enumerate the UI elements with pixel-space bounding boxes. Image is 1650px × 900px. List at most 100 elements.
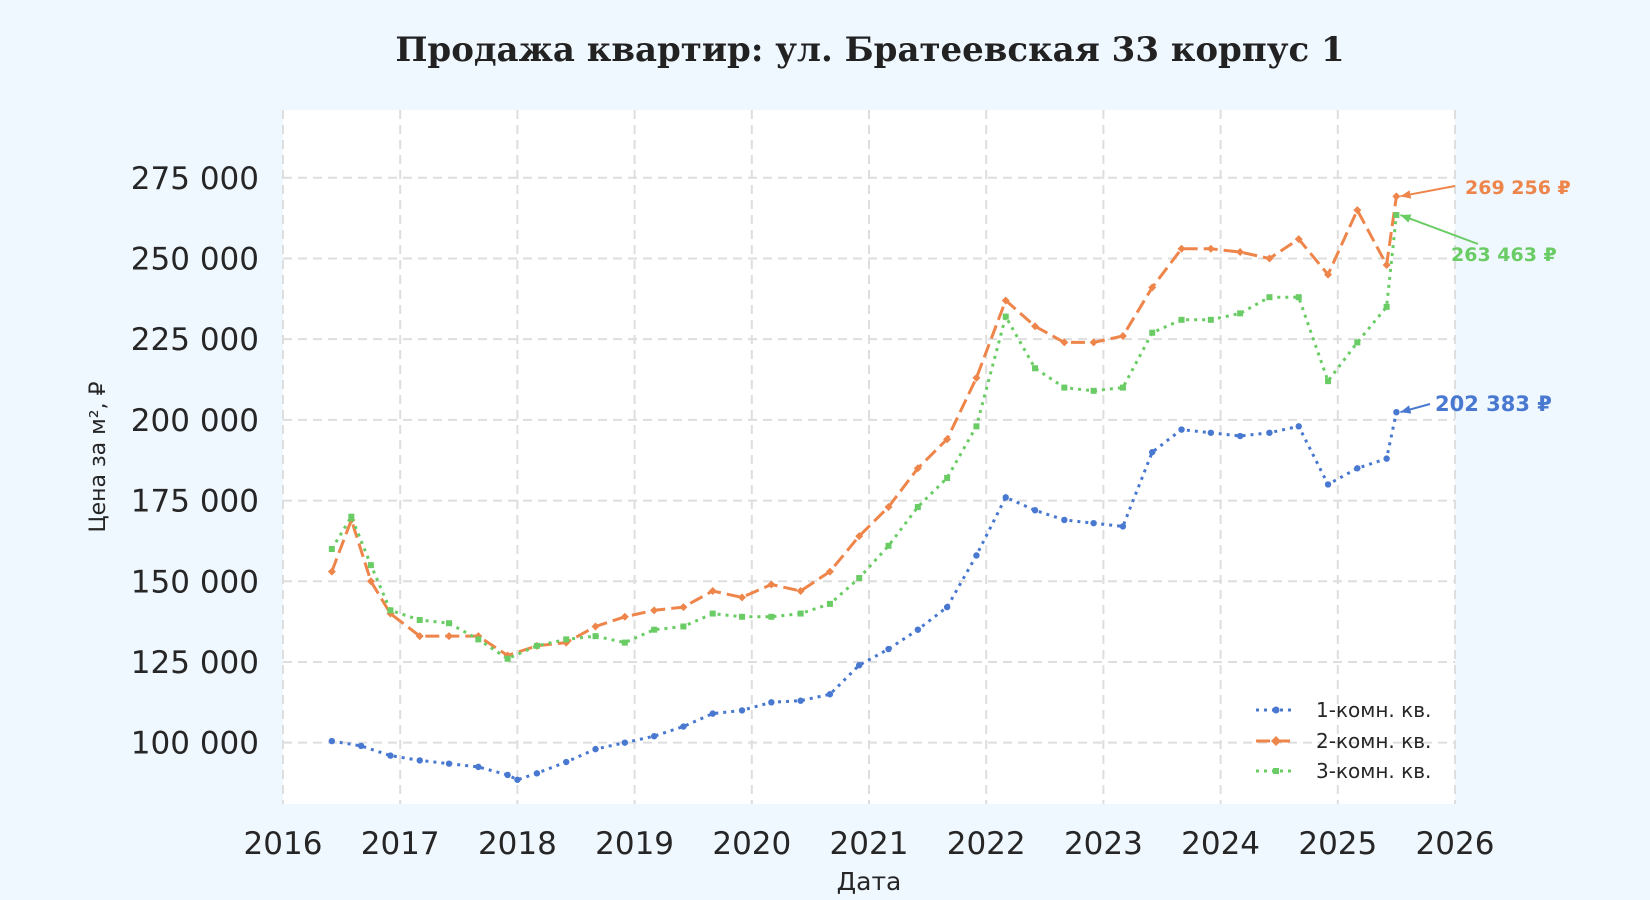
data-point: [1354, 339, 1361, 346]
data-point: [327, 567, 336, 576]
legend-label: 2-комн. кв.: [1316, 729, 1431, 753]
x-tick-label: 2017: [361, 826, 440, 862]
data-point: [416, 757, 423, 764]
data-point: [1393, 408, 1400, 416]
annotation-arrowhead: [1400, 405, 1412, 414]
data-point: [856, 575, 863, 582]
data-point: [475, 763, 482, 771]
data-point: [1393, 212, 1400, 219]
data-point: [591, 622, 600, 631]
data-point: [1383, 455, 1390, 462]
legend-marker: [1273, 768, 1279, 774]
data-point: [1382, 260, 1391, 269]
data-point: [1148, 283, 1157, 292]
data-point: [563, 636, 570, 643]
data-point: [1001, 296, 1010, 305]
data-point: [680, 723, 687, 730]
annotation-arrow: [1400, 214, 1479, 245]
data-point: [446, 620, 453, 627]
data-point: [445, 632, 454, 641]
x-tick-label: 2019: [595, 826, 674, 862]
series-3: [328, 212, 1400, 662]
data-point: [1325, 378, 1332, 385]
data-point: [1207, 316, 1214, 323]
legend-marker: [1272, 706, 1280, 714]
data-point: [738, 593, 747, 602]
data-point: [856, 662, 863, 669]
data-point: [504, 655, 511, 662]
data-point: [826, 691, 834, 698]
data-point: [445, 760, 453, 767]
data-point: [738, 707, 746, 714]
data-point: [416, 617, 423, 624]
data-point: [592, 633, 599, 640]
last-value-label: 269 256 ₽: [1465, 177, 1571, 199]
legend-label: 1-комн. кв.: [1316, 698, 1431, 722]
data-point: [563, 758, 570, 766]
data-point: [679, 603, 688, 612]
data-point: [797, 697, 804, 704]
y-tick-label: 225 000: [131, 322, 259, 358]
y-tick-label: 100 000: [131, 726, 259, 762]
data-point: [533, 770, 541, 777]
series-layer: [327, 192, 1401, 783]
data-point: [1089, 338, 1098, 347]
data-point: [1392, 192, 1401, 201]
y-tick-label: 125 000: [131, 645, 259, 681]
data-point: [709, 610, 716, 617]
data-point: [1206, 244, 1215, 253]
data-point: [1002, 494, 1009, 501]
data-point: [1295, 294, 1302, 301]
chart-title: Продажа квартир: ул. Братеевская 33 корп…: [395, 30, 1345, 70]
x-tick-label: 2021: [830, 826, 909, 862]
data-point: [943, 435, 952, 444]
legend-label: 3-комн. кв.: [1316, 759, 1431, 783]
data-point: [592, 745, 599, 753]
x-tick-labels: 2016 2017 2018 2019 2020 2021 2022 2023 2024 2025…: [244, 826, 1495, 862]
data-point: [514, 776, 521, 783]
data-point: [1119, 523, 1127, 530]
data-point: [885, 645, 892, 653]
data-point: [1178, 316, 1185, 323]
legend-item: 3-комн. кв.: [1256, 759, 1431, 783]
data-point: [1118, 331, 1127, 340]
y-tick-label: 275 000: [131, 161, 259, 197]
data-point: [943, 603, 951, 611]
data-point: [1149, 329, 1156, 336]
data-point: [913, 464, 922, 473]
data-point: [944, 474, 951, 481]
data-point: [357, 742, 365, 750]
data-point: [533, 642, 540, 649]
data-point: [1324, 270, 1333, 279]
data-point: [621, 739, 629, 746]
data-point: [1177, 244, 1186, 253]
data-point: [1032, 365, 1039, 372]
data-point: [620, 612, 629, 621]
x-tick-label: 2022: [947, 826, 1026, 862]
series-line: [330, 196, 1398, 657]
x-tick-label: 2020: [712, 826, 791, 862]
data-point: [367, 562, 374, 569]
data-point: [1354, 465, 1361, 472]
x-tick-label: 2016: [244, 826, 323, 862]
data-point: [1266, 294, 1273, 301]
annotation-arrowhead: [1400, 214, 1412, 223]
last-value-label: 202 383 ₽: [1435, 392, 1552, 416]
legend-item: 2-комн. кв.: [1256, 729, 1431, 753]
data-point: [1266, 429, 1273, 436]
data-point: [973, 423, 980, 430]
data-point: [914, 504, 921, 511]
data-point: [621, 639, 628, 646]
data-point: [914, 626, 922, 633]
x-tick-label: 2025: [1298, 826, 1377, 862]
data-point: [504, 771, 511, 779]
data-point: [1061, 384, 1068, 391]
data-point: [650, 733, 658, 740]
data-point: [1236, 432, 1244, 440]
data-point: [1207, 429, 1215, 436]
last-value-annotations: 202 383 ₽ 269 256 ₽ 263 463 ₽: [1400, 177, 1571, 416]
x-tick-label: 2026: [1416, 826, 1495, 862]
data-point: [1060, 338, 1069, 347]
data-point: [708, 586, 717, 595]
